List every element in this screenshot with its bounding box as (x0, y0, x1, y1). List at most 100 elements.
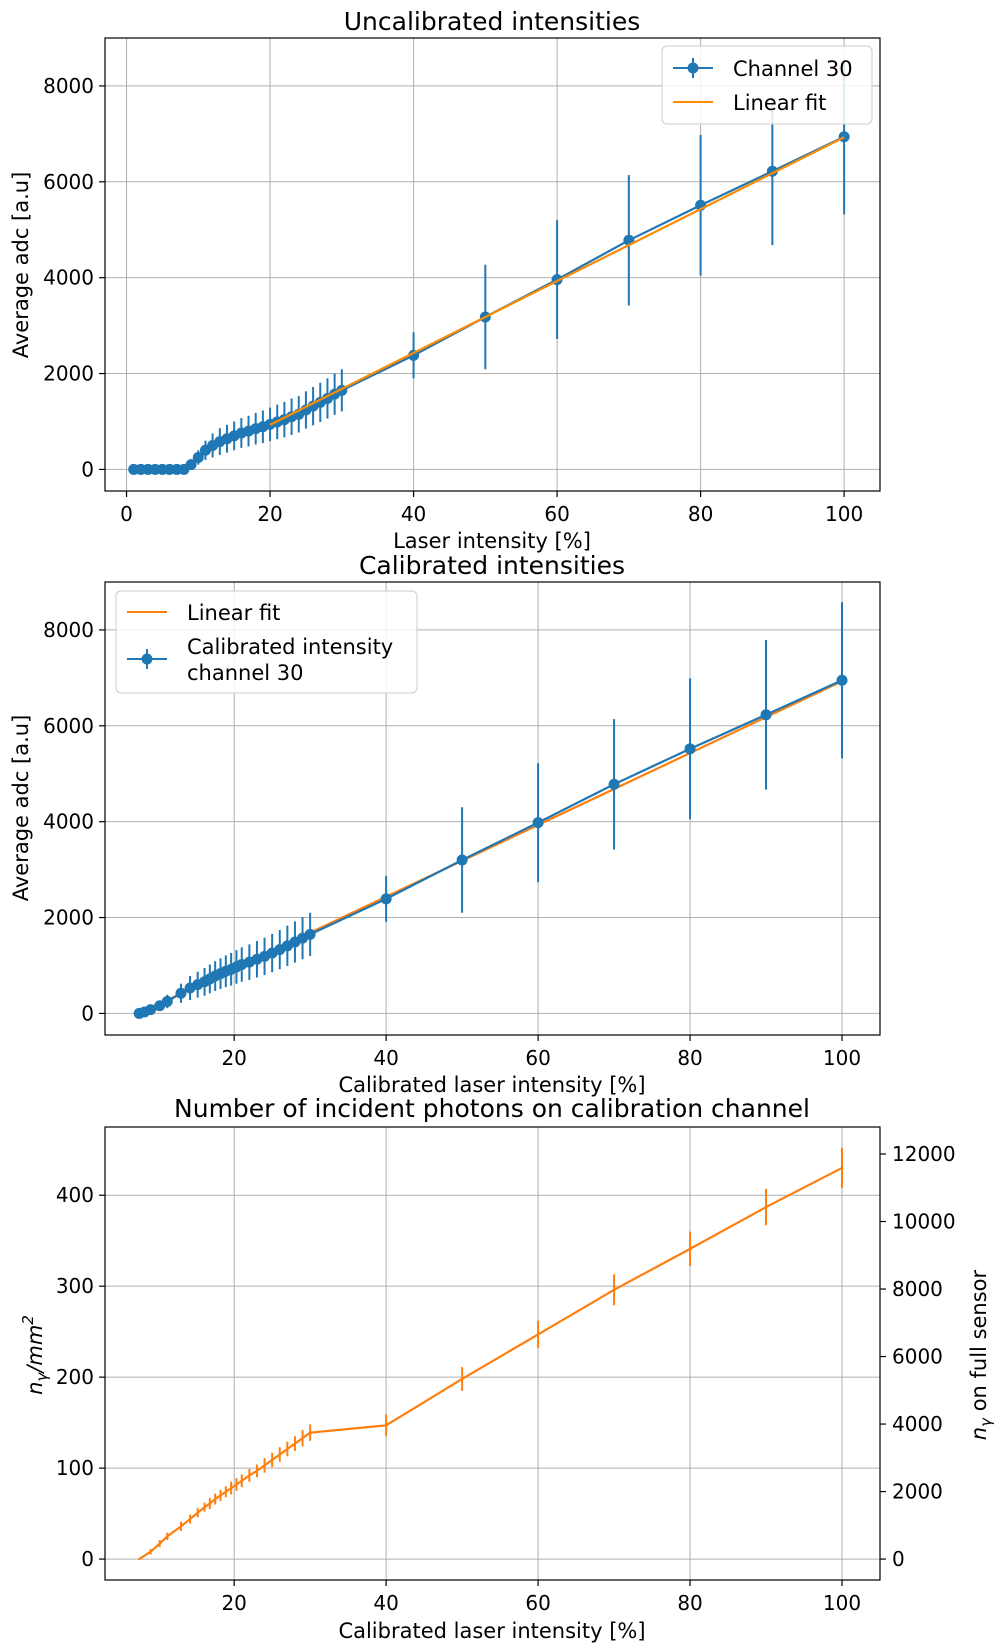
x-tick-label: 0 (120, 502, 133, 526)
data-point (608, 778, 620, 790)
x-tick-label: 60 (525, 1046, 550, 1070)
chart-title: Calibrated intensities (359, 551, 625, 580)
chart-title: Number of incident photons on calibratio… (174, 1094, 810, 1123)
y-label-n: n (23, 1382, 47, 1395)
x-axis-label: Calibrated laser intensity [%] (338, 1619, 645, 1643)
x-tick-label: 40 (373, 1046, 398, 1070)
y-tick-label: 0 (81, 457, 94, 481)
legend-label-linear-fit: Linear fit (733, 91, 826, 115)
legend-marker-calibrated (141, 653, 153, 665)
data-point (185, 459, 197, 471)
data-point (532, 817, 544, 829)
legend: Linear fit Calibrated intensity channel … (115, 590, 418, 694)
y-tick-label: 2000 (43, 362, 94, 386)
y-axis-label: nγ/mm2 (19, 1315, 51, 1395)
y-axis-label: Average adc [a.u] (9, 172, 33, 359)
y-tick-label: 6000 (43, 170, 94, 194)
series-1 (133, 602, 848, 1019)
panel-photons: Number of incident photons on calibratio… (19, 1094, 995, 1643)
series-0 (138, 1147, 844, 1561)
x-tick-label: 100 (825, 502, 863, 526)
plot-area-frame (104, 581, 881, 1036)
y2-tick-label: 6000 (892, 1345, 943, 1369)
y-tick-label: 300 (56, 1274, 94, 1298)
legend-label-calibrated: Calibrated intensity channel 30 (187, 635, 400, 685)
legend: Channel 30 Linear fit (661, 45, 873, 125)
data-point (304, 928, 316, 940)
series (133, 602, 848, 1019)
data-point (175, 987, 187, 999)
y2-axis-label: nγ on full sensor (967, 1269, 995, 1440)
x-ticks: 0 20 40 60 80 100 (120, 491, 863, 526)
y-tick-label: 4000 (43, 810, 94, 834)
y-tick-label: 4000 (43, 266, 94, 290)
data-point (161, 995, 173, 1007)
series-1 (269, 136, 845, 426)
data-point (836, 674, 848, 686)
legend-label-linear-fit: Linear fit (187, 601, 280, 625)
x-tick-label: 80 (677, 1591, 702, 1615)
y2-tick-label: 8000 (892, 1277, 943, 1301)
y2-tick-label: 10000 (892, 1210, 956, 1234)
y-ticks: 0 2000 4000 6000 8000 (43, 618, 105, 1025)
series-line (269, 136, 845, 426)
y-label-sub: γ (33, 1372, 51, 1382)
x-tick-label: 40 (373, 1591, 398, 1615)
y2-label-sub: γ (977, 1417, 995, 1427)
x-ticks: 20 40 60 80 100 (221, 1580, 861, 1615)
x-tick-label: 40 (401, 502, 426, 526)
series-line (133, 135, 845, 471)
y2-label-n: n (967, 1427, 991, 1440)
y2-tick-label: 2000 (892, 1480, 943, 1504)
panel-calibrated: Calibrated intensities 20 40 60 80 100 0 2000… (9, 551, 881, 1097)
x-axis-label: Calibrated laser intensity [%] (338, 1073, 645, 1097)
y-tick-label: 2000 (43, 906, 94, 930)
x-tick-label: 20 (257, 502, 282, 526)
plot-area-frame (104, 37, 881, 492)
y-ticks: 0 2000 4000 6000 8000 (43, 74, 105, 481)
chart-title: Uncalibrated intensities (344, 7, 641, 36)
series-line (138, 1166, 843, 1561)
x-tick-label: 60 (544, 502, 569, 526)
y2-tick-label: 12000 (892, 1142, 956, 1166)
y-axis-label: Average adc [a.u] (9, 715, 33, 902)
y2-tick-label: 0 (892, 1547, 905, 1571)
y-label-sup: 2 (19, 1315, 37, 1325)
x-tick-label: 20 (221, 1591, 246, 1615)
data-point (192, 451, 204, 463)
series (138, 1147, 844, 1561)
y-tick-label: 6000 (43, 714, 94, 738)
y-label-tail: /mm (23, 1325, 47, 1375)
panel-uncalibrated: Uncalibrated intensities 0 20 40 60 80 100 0 2… (9, 7, 881, 553)
legend-label-line-2: channel 30 (187, 661, 304, 685)
legend-label-line-1: Calibrated intensity (187, 635, 393, 659)
grid (105, 1127, 880, 1580)
x-tick-label: 100 (823, 1591, 861, 1615)
y-tick-label: 0 (81, 1001, 94, 1025)
legend-label-channel-30: Channel 30 (733, 57, 853, 81)
y-tick-label: 0 (81, 1547, 94, 1571)
y-tick-label: 200 (56, 1365, 94, 1389)
x-tick-label: 80 (688, 502, 713, 526)
y-tick-label: 400 (56, 1183, 94, 1207)
y2-tick-label: 4000 (892, 1412, 943, 1436)
x-axis-label: Laser intensity [%] (393, 529, 591, 553)
y-tick-label: 8000 (43, 74, 94, 98)
x-tick-label: 80 (677, 1046, 702, 1070)
y2-label-tail: on full sensor (967, 1269, 991, 1418)
data-point (145, 1004, 157, 1016)
y2-ticks: 0 2000 4000 6000 8000 10000 12000 (880, 1142, 956, 1571)
x-ticks: 20 40 60 80 100 (221, 1035, 861, 1070)
legend-box (115, 590, 418, 694)
data-point (760, 709, 772, 721)
data-point (838, 131, 850, 143)
plot-area-frame (104, 1126, 881, 1581)
y-tick-label: 8000 (43, 618, 94, 642)
legend-box (661, 45, 873, 125)
y-ticks: 0 100 200 300 400 (56, 1183, 105, 1571)
data-point (684, 743, 696, 755)
data-point (456, 854, 468, 866)
x-tick-label: 20 (221, 1046, 246, 1070)
x-tick-label: 60 (525, 1591, 550, 1615)
